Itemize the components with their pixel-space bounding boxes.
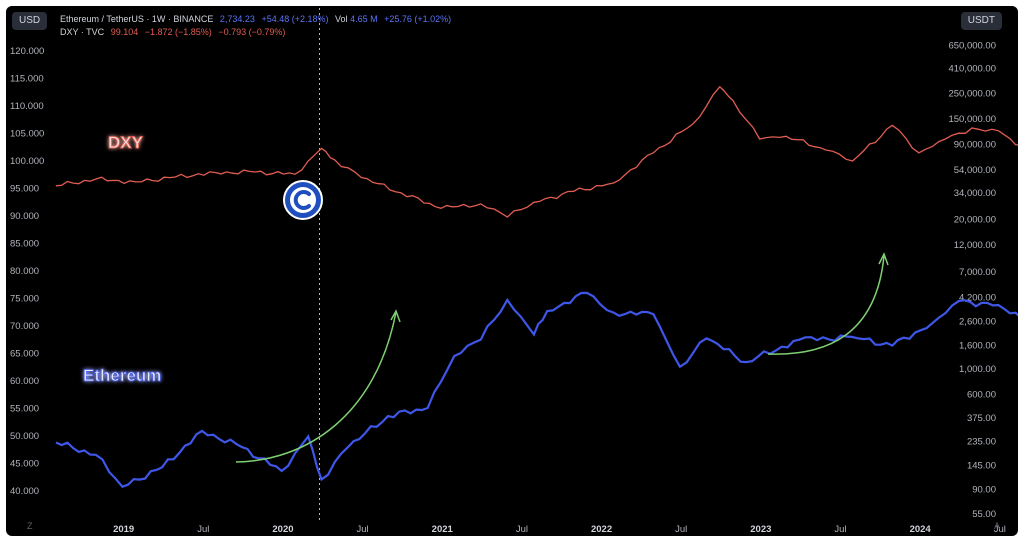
green-arrow-left-head <box>390 309 401 323</box>
x-axis-tick-label: Jul <box>834 524 846 535</box>
left-axis-tick-label: 85.000 <box>10 239 39 250</box>
right-axis-tick-label: 4,200.00 <box>959 292 996 303</box>
ethereum-series-line[interactable] <box>55 291 1018 488</box>
dxy-series-line[interactable] <box>55 85 1018 218</box>
dxy-label: DXY <box>108 133 144 152</box>
right-axis-tick-label: 2,600.00 <box>959 316 996 327</box>
eth-legend-change: +54.48 (+2.18%) <box>261 14 329 24</box>
right-axis-tick-label: 20,000.00 <box>954 214 996 225</box>
eth-legend-vol-change: +25.76 (+1.02%) <box>384 14 452 24</box>
left-axis-tick-label: 120.000 <box>10 46 44 57</box>
chart-frame: 120.000 115.000 110.000 105.000 100.000 95.00… <box>6 6 1018 536</box>
x-axis-tick-label: 2021 <box>432 524 454 535</box>
left-axis-tick-label: 40.000 <box>10 486 39 497</box>
right-axis-tick-label: 90,000.00 <box>954 139 996 150</box>
right-axis-currency-button[interactable]: USDT <box>960 12 1002 30</box>
eth-legend-vol-value: 4.65 M <box>350 14 378 24</box>
dxy-legend[interactable]: DXY · TVC 99.104 −1.872 (−1.85%) −0.793 … <box>60 27 289 38</box>
left-axis-tick-label: 105.000 <box>10 129 44 140</box>
right-axis-tick-label: 90.00 <box>972 484 996 495</box>
right-axis-tick-label: 145.00 <box>967 461 996 472</box>
x-axis-tick-label: 2024 <box>910 524 932 535</box>
dxy-legend-price: 99.104 <box>110 27 139 37</box>
eth-legend-price: 2,734.23 <box>219 14 255 24</box>
dxy-legend-change2: −0.793 (−0.79%) <box>218 27 286 37</box>
green-arrow-right <box>767 255 885 355</box>
right-axis-tick-label: 150,000.00 <box>948 114 996 125</box>
x-axis-tick-label: Jul <box>675 524 687 535</box>
green-arrow-left <box>235 311 397 463</box>
eth-legend-symbol: Ethereum / TetherUS · 1W · BINANCE <box>60 14 214 24</box>
eth-legend-vol-label: Vol <box>335 14 348 24</box>
x-axis-tick-label: 2022 <box>591 524 612 535</box>
left-axis-tick-label: 95.000 <box>10 184 39 195</box>
right-axis-tick-label: 375.00 <box>967 413 996 424</box>
left-axis-tick-label: 90.000 <box>10 211 39 222</box>
right-axis-tick-label: 600.00 <box>967 390 996 401</box>
left-axis-tick-label: 45.000 <box>10 459 39 470</box>
zoom-corner-button[interactable]: Z <box>27 521 33 531</box>
right-axis-tick-label: 235.00 <box>967 436 996 447</box>
right-axis-tick-label: 410,000.00 <box>948 64 996 75</box>
left-axis-tick-label: 110.000 <box>10 101 44 112</box>
coin-c-logo-icon <box>293 190 311 210</box>
left-axis-tick-label: 115.000 <box>10 74 44 85</box>
x-axis-tick-label: Jul <box>197 524 209 535</box>
left-axis-currency-button[interactable]: USD <box>12 12 48 30</box>
x-axis-tick-label: 2019 <box>113 524 134 535</box>
chart-canvas[interactable]: 120.000 115.000 110.000 105.000 100.000 95.00… <box>6 6 1018 536</box>
right-currency-label: USDT <box>967 15 995 26</box>
left-axis-tick-label: 100.000 <box>10 156 44 167</box>
right-axis-tick-label: 650,000.00 <box>948 41 996 52</box>
x-axis-tick-label: 2023 <box>750 524 771 535</box>
x-axis-tick-label: 2020 <box>272 524 293 535</box>
dxy-legend-symbol: DXY · TVC <box>60 27 105 37</box>
right-axis-tick-label: 1,000.00 <box>959 364 996 375</box>
dxy-legend-change1: −1.872 (−1.85%) <box>144 27 212 37</box>
right-axis-tick-label: 34,000.00 <box>954 188 996 199</box>
left-axis-tick-label: 60.000 <box>10 376 39 387</box>
left-axis-tick-label: 55.000 <box>10 404 39 415</box>
right-axis-tick-label: 250,000.00 <box>948 88 996 99</box>
green-arrow-right-head <box>878 252 889 266</box>
left-axis-tick-label: 70.000 <box>10 321 39 332</box>
x-axis-tick-label: Jul <box>516 524 528 535</box>
right-axis-tick-label: 1,600.00 <box>959 341 996 352</box>
x-axis-tick-label: Jul <box>994 524 1006 535</box>
left-axis-tick-label: 75.000 <box>10 294 39 305</box>
right-axis-tick-label: 55.00 <box>972 509 996 520</box>
eth-legend[interactable]: Ethereum / TetherUS · 1W · BINANCE 2,734… <box>60 14 455 25</box>
left-axis-tick-label: 50.000 <box>10 431 39 442</box>
x-axis-tick-label: Jul <box>357 524 369 535</box>
left-axis-tick-label: 65.000 <box>10 349 39 360</box>
left-currency-label: USD <box>19 15 41 26</box>
ethereum-label: Ethereum <box>83 366 161 385</box>
left-axis-tick-label: 80.000 <box>10 266 39 277</box>
right-axis-tick-label: 12,000.00 <box>954 240 996 251</box>
right-axis-tick-label: 54,000.00 <box>954 165 996 176</box>
right-axis-tick-label: 7,000.00 <box>959 267 996 278</box>
auto-scale-corner-button[interactable]: A <box>993 521 1000 531</box>
